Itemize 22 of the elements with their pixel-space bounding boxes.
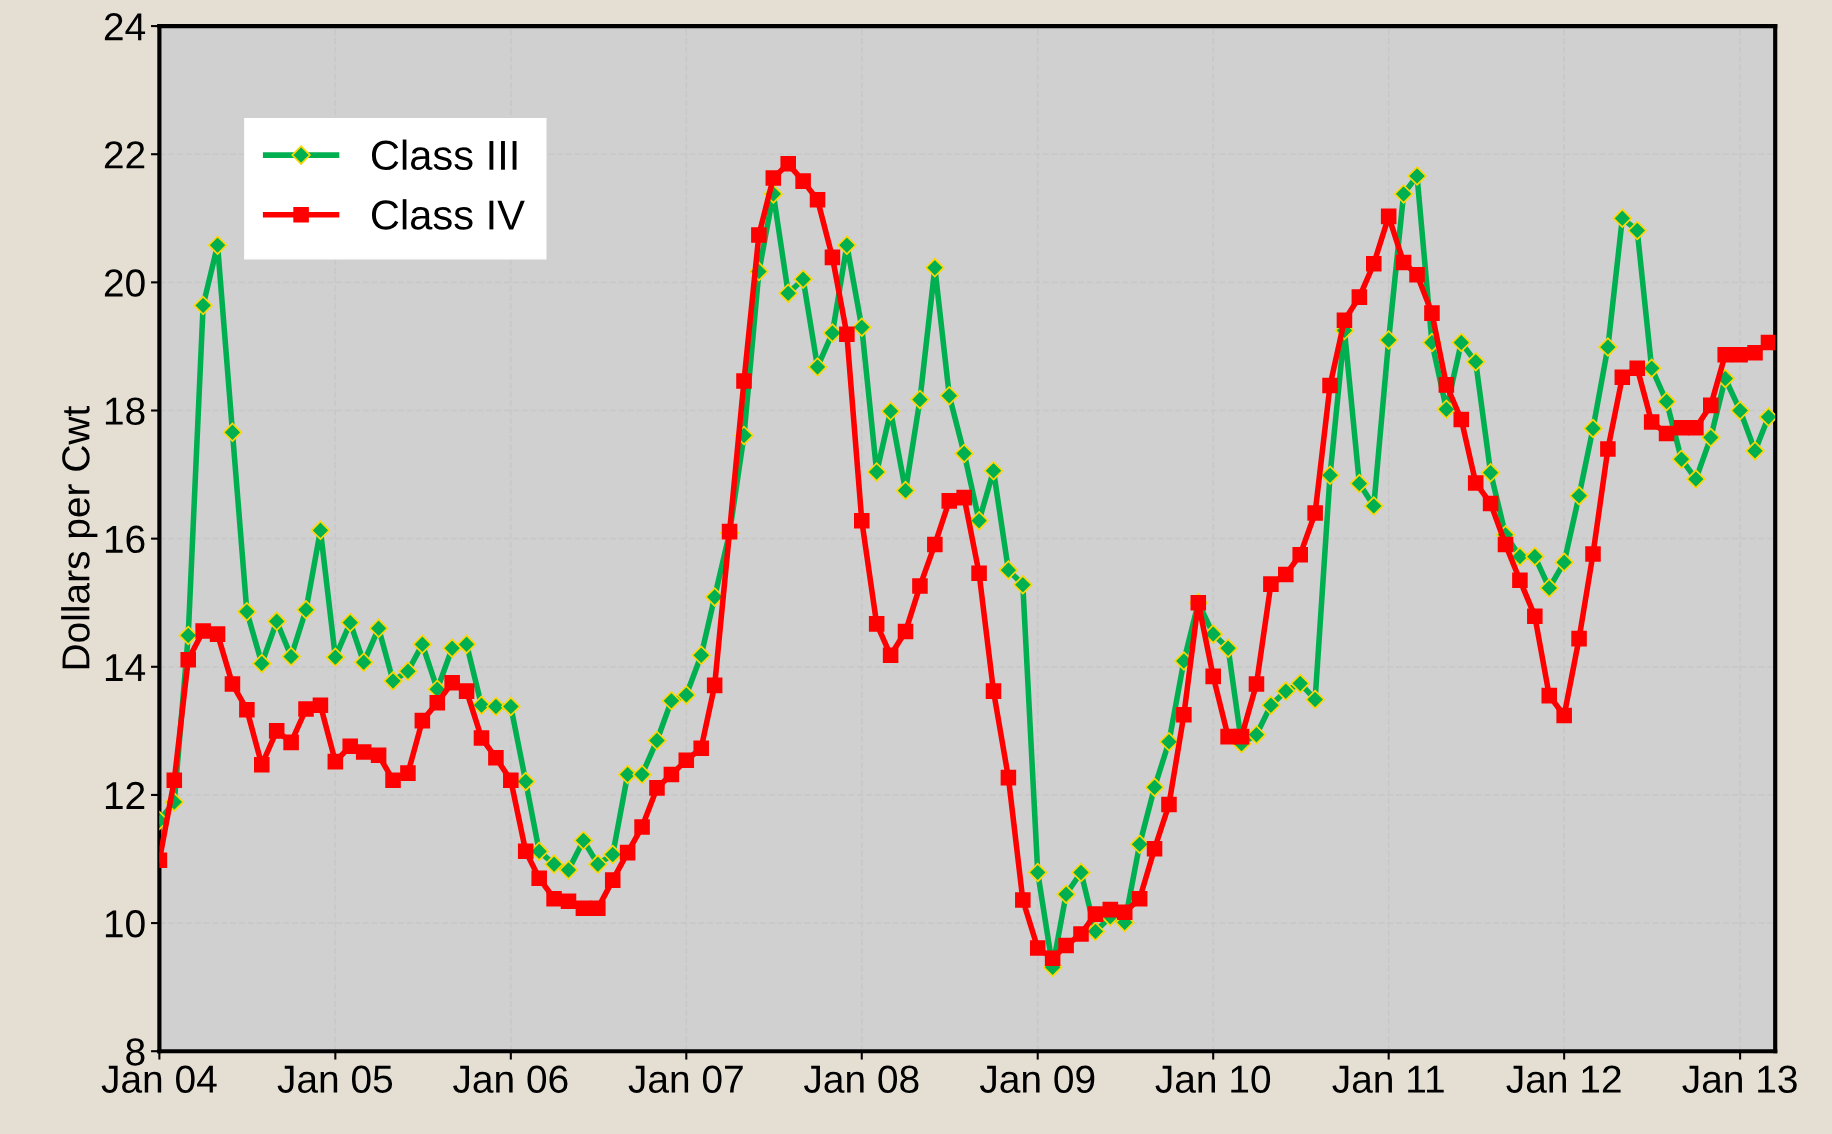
y-tick-label: 24 <box>104 13 146 41</box>
x-tick-label: Jan 10 <box>1155 1065 1271 1093</box>
y-tick-label: 20 <box>104 269 145 297</box>
y-tick-label: 10 <box>105 910 145 938</box>
y-tick-label: 12 <box>105 781 145 810</box>
y-axis-title: Dollars per Cwt <box>61 406 98 669</box>
y-tick-label: 14 <box>105 654 146 681</box>
y-tick-label: 8 <box>126 1038 145 1066</box>
y-tick-label: 22 <box>104 141 145 169</box>
legend-label: Class IV <box>371 199 525 230</box>
x-tick-label: Jan 13 <box>1682 1065 1797 1093</box>
x-tick-label: Jan 07 <box>628 1065 743 1093</box>
x-tick-label: Jan 09 <box>979 1065 1095 1093</box>
legend-label: Class III <box>371 139 517 171</box>
x-tick-label: Jan 04 <box>101 1065 217 1093</box>
x-tick-label: Jan 12 <box>1506 1065 1621 1093</box>
y-tick-label: 18 <box>105 397 145 425</box>
x-tick-label: Jan 08 <box>804 1065 919 1093</box>
x-tick-label: Jan 05 <box>277 1065 393 1093</box>
y-tick-label: 16 <box>105 525 145 554</box>
x-tick-label: Jan 06 <box>453 1065 568 1093</box>
x-tick-label: Jan 11 <box>1332 1065 1444 1093</box>
